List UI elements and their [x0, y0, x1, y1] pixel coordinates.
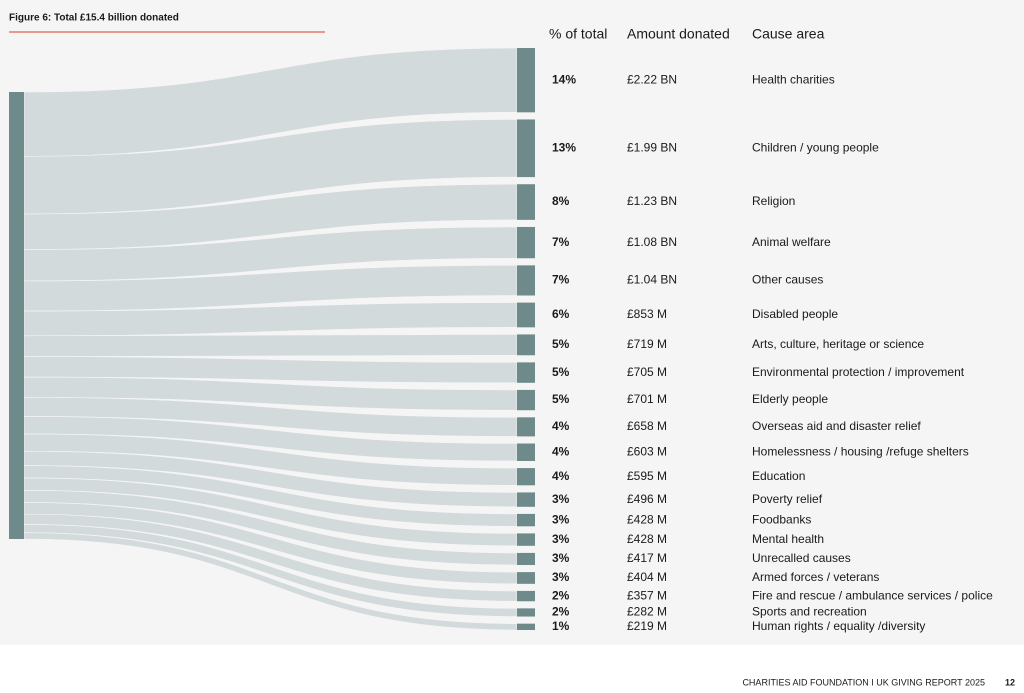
percentage-label: 3%	[552, 551, 570, 565]
cause-label: Environmental protection / improvement	[752, 365, 965, 379]
target-node	[517, 362, 535, 383]
percentage-label: 4%	[552, 419, 570, 433]
amount-label: £496 M	[627, 492, 667, 506]
target-node	[517, 119, 535, 178]
cause-label: Other causes	[752, 273, 823, 287]
amount-label: £428 M	[627, 532, 667, 546]
amount-label: £428 M	[627, 512, 667, 526]
cause-label: Sports and recreation	[752, 605, 867, 619]
percentage-label: 2%	[552, 588, 570, 602]
target-node	[517, 417, 535, 437]
percentage-label: 5%	[552, 365, 570, 379]
amount-label: £853 M	[627, 307, 667, 321]
percentage-label: 3%	[552, 570, 570, 584]
target-node	[517, 608, 535, 617]
amount-label: £658 M	[627, 419, 667, 433]
cause-label: Mental health	[752, 532, 824, 546]
percentage-label: 8%	[552, 194, 570, 208]
amount-label: £404 M	[627, 570, 667, 584]
amount-label: £603 M	[627, 444, 667, 458]
percentage-label: 5%	[552, 392, 570, 406]
flow	[23, 465, 518, 527]
cause-label: Unrecalled causes	[752, 551, 851, 565]
target-node	[517, 265, 535, 296]
cause-label: Fire and rescue / ambulance services / p…	[752, 588, 993, 602]
target-node	[517, 334, 535, 356]
percentage-label: 13%	[552, 140, 576, 154]
cause-label: Animal welfare	[752, 235, 831, 249]
target-node	[517, 533, 535, 546]
amount-label: £705 M	[627, 365, 667, 379]
cause-label: Armed forces / veterans	[752, 570, 879, 584]
flow	[23, 265, 518, 312]
target-node	[517, 302, 535, 328]
amount-label: £1.99 BN	[627, 140, 677, 154]
target-node	[517, 468, 535, 486]
percentage-label: 2%	[552, 605, 570, 619]
cause-label: Foodbanks	[752, 512, 811, 526]
amount-label: £1.04 BN	[627, 273, 677, 287]
percentage-label: 14%	[552, 72, 576, 86]
amount-label: £1.08 BN	[627, 235, 677, 249]
percentage-label: 3%	[552, 492, 570, 506]
target-node	[517, 572, 535, 584]
cause-label: Homelessness / housing /refuge shelters	[752, 444, 969, 458]
percentage-label: 4%	[552, 444, 570, 458]
cause-label: Overseas aid and disaster relief	[752, 419, 921, 433]
cause-label: Education	[752, 469, 805, 483]
target-node	[517, 552, 535, 566]
amount-label: £282 M	[627, 605, 667, 619]
target-node	[517, 48, 535, 113]
amount-label: £701 M	[627, 392, 667, 406]
amount-label: £357 M	[627, 588, 667, 602]
source-node	[9, 92, 24, 539]
percentage-label: 7%	[552, 273, 570, 287]
percentage-label: 4%	[552, 469, 570, 483]
amount-label: £719 M	[627, 337, 667, 351]
flow	[23, 356, 518, 384]
cause-label: Elderly people	[752, 392, 828, 406]
target-node	[517, 513, 535, 527]
cause-label: Disabled people	[752, 307, 838, 321]
percentage-label: 7%	[552, 235, 570, 249]
cause-label: Human rights / equality /diversity	[752, 619, 925, 633]
target-node	[517, 226, 535, 259]
amount-label: £417 M	[627, 551, 667, 565]
cause-label: Religion	[752, 194, 795, 208]
flow	[23, 490, 518, 566]
flow	[23, 119, 518, 215]
flow	[23, 433, 518, 486]
target-node	[517, 623, 535, 630]
footer-source: CHARITIES AID FOUNDATION I UK GIVING REP…	[742, 677, 985, 687]
percentage-label: 1%	[552, 619, 570, 633]
target-node	[517, 184, 535, 220]
cause-label: Arts, culture, heritage or science	[752, 337, 924, 351]
column-header: Cause area	[752, 26, 825, 42]
target-node	[517, 492, 535, 507]
flow	[23, 450, 518, 508]
target-node	[517, 590, 535, 602]
column-header: % of total	[549, 26, 607, 42]
page-number: 12	[1005, 677, 1015, 687]
percentage-label: 5%	[552, 337, 570, 351]
percentage-label: 3%	[552, 532, 570, 546]
target-node	[517, 389, 535, 411]
amount-label: £595 M	[627, 469, 667, 483]
target-node	[517, 443, 535, 461]
cause-label: Children / young people	[752, 140, 879, 154]
chart-title: Figure 6: Total £15.4 billion donated	[9, 13, 179, 24]
amount-label: £1.23 BN	[627, 194, 677, 208]
amount-label: £219 M	[627, 619, 667, 633]
cause-label: Poverty relief	[752, 492, 823, 506]
cause-label: Health charities	[752, 72, 835, 86]
column-header: Amount donated	[627, 26, 730, 42]
percentage-label: 6%	[552, 307, 570, 321]
flow	[23, 334, 518, 357]
percentage-label: 3%	[552, 512, 570, 526]
amount-label: £2.22 BN	[627, 72, 677, 86]
flow	[23, 183, 518, 250]
